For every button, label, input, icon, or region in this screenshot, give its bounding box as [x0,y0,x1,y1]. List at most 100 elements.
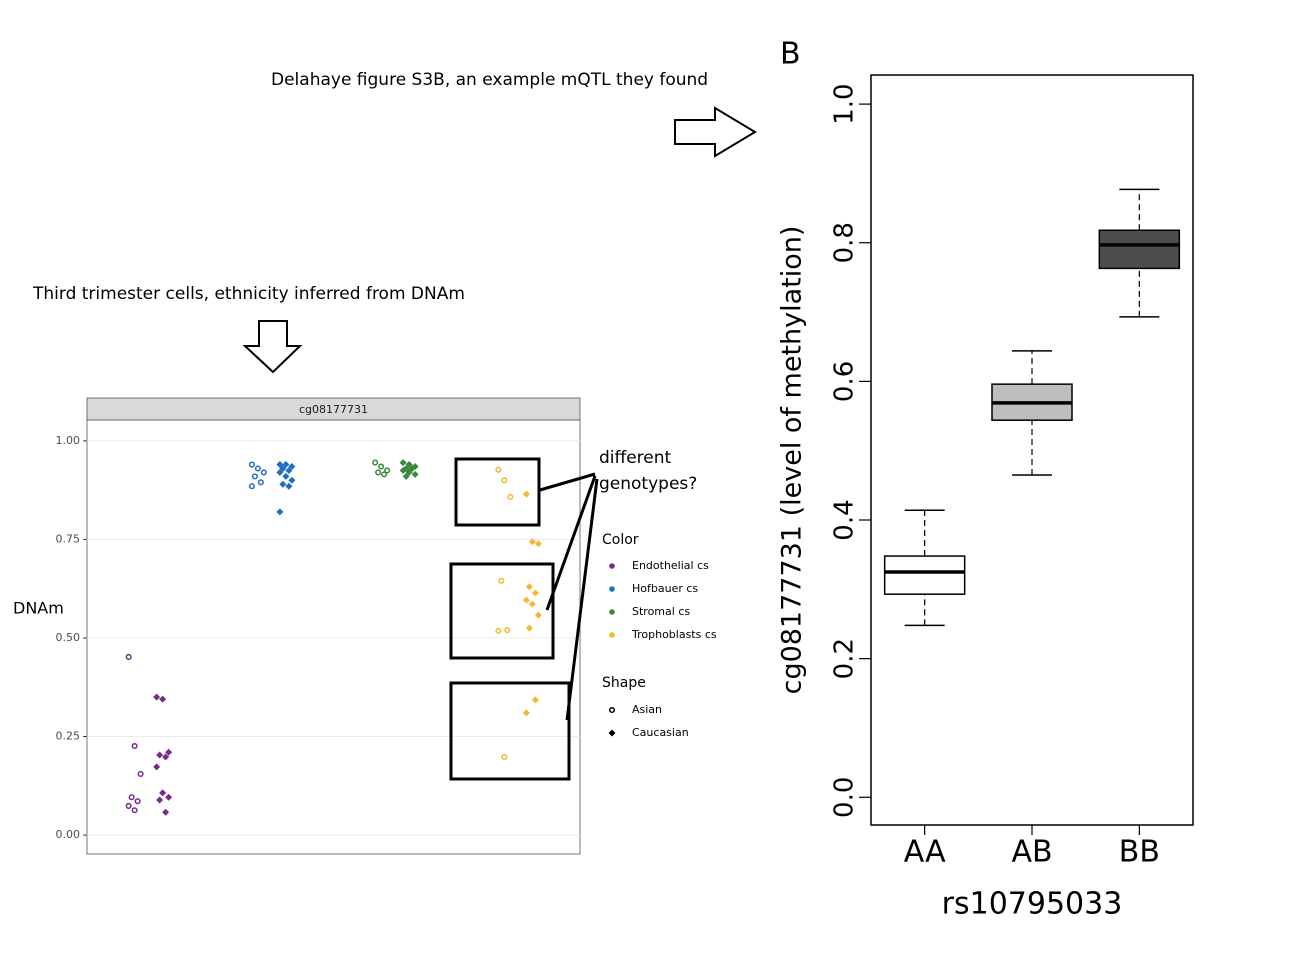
point [131,742,138,750]
y-tick-label: 0.4 [830,499,860,540]
point [153,693,161,701]
point [162,808,170,816]
legend-label: Trophoblasts cs [631,628,717,641]
point [257,479,264,486]
legend-marker [608,706,616,714]
facet-strip [86,397,581,421]
point [399,466,407,474]
point [254,465,261,472]
point [501,753,508,761]
strip-chart: cg08177731 DNAm 0.00 0.25 0.50 0.75 1.00 Color E… [13,397,717,855]
arrow [242,320,303,374]
callout-line [565,478,599,721]
legend-marker [609,586,615,592]
box [1098,229,1181,270]
y-axis-label: cg08177731 (level of methylation) [777,226,808,695]
point [534,611,542,619]
panel-label: B [780,37,801,72]
callout-line [545,475,597,611]
facet-title: cg08177731 [299,403,368,416]
legend-title: Shape [602,675,646,691]
panel [86,419,581,855]
point [528,600,536,608]
annotation: genotypes? [599,474,697,494]
point [276,468,284,476]
callout-box [449,681,571,781]
point [276,508,284,516]
point [528,538,536,546]
point [248,483,255,490]
point [159,695,167,703]
annotation: Delahaye figure S3B, an example mQTL the… [271,70,708,90]
point [248,461,255,468]
legend-marker [608,729,616,737]
point [384,467,391,474]
box [883,555,966,595]
point [381,471,388,478]
point [279,480,287,488]
y-tick-label: 0.75 [56,532,81,545]
point [507,493,514,500]
point [495,466,502,473]
legend-label: Endothelial cs [632,559,709,572]
point [399,459,407,467]
point [531,589,539,597]
point [159,789,167,797]
box-chart: 0.0 0.2 0.4 0.6 0.8 1.0 cg08177731 (level of m… [777,74,1194,922]
y-tick-label: 0.0 [830,777,860,818]
arrow [674,106,757,158]
point [162,753,170,761]
y-tick-label: 0.25 [56,730,81,743]
point [522,709,530,717]
legend-title: Color [602,532,639,548]
point [153,763,161,771]
y-tick-label: 1.00 [56,434,81,447]
point [128,794,135,801]
point [498,577,505,584]
point [531,696,539,704]
point [125,802,132,809]
y-tick-label: 0.6 [830,361,860,402]
x-tick-label: AB [1011,835,1052,870]
point [522,490,530,498]
point [402,472,410,480]
legend-label: Hofbauer cs [632,582,698,595]
y-tick-label: 1.0 [830,83,860,124]
legend-label: Stromal cs [632,605,690,618]
point [525,624,533,632]
point [504,627,511,634]
point [156,751,164,759]
point [165,793,173,801]
legend-marker [609,563,615,569]
x-axis-label: rs10795033 [942,887,1123,922]
callout-line [539,472,596,492]
point [411,470,419,478]
y-tick-label: 0.2 [830,638,860,679]
point [522,596,530,604]
y-tick-label: 0.8 [830,222,860,263]
legend-label: Caucasian [632,726,689,739]
point [525,583,533,591]
point [137,770,144,778]
callout-box [449,562,555,660]
point [501,477,508,484]
point [285,482,293,490]
point [165,748,173,756]
callouts [449,457,599,781]
point [282,472,290,480]
point [251,473,258,480]
legend-label: Asian [632,703,662,716]
y-tick-label: 0.00 [56,828,81,841]
point [495,627,502,634]
annotation: different [599,448,672,468]
legend-marker [609,632,615,638]
x-tick-label: BB [1119,835,1160,870]
point [288,476,296,484]
y-axis-label: DNAm [13,599,64,618]
point [285,466,293,474]
annotation: Third trimester cells, ethnicity inferre… [32,284,465,304]
y-tick-label: 0.50 [56,631,81,644]
x-tick-label: AA [904,835,946,870]
point [372,459,379,466]
